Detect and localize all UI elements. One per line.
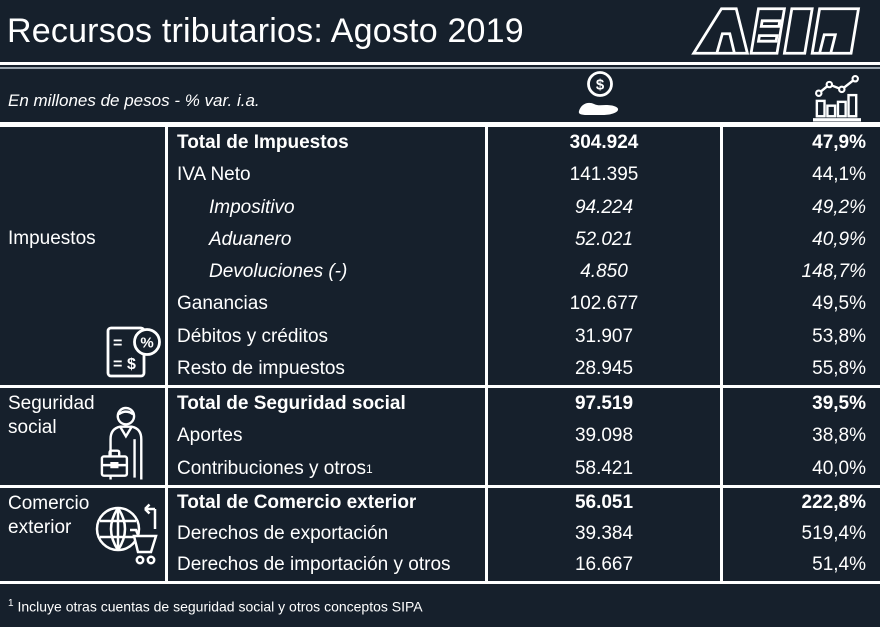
row-label: Aduanero bbox=[209, 228, 292, 250]
section-comercio-exterior: Comercio exterior bbox=[0, 487, 880, 584]
row-value: 52.021 bbox=[485, 223, 720, 256]
svg-text:=: = bbox=[113, 335, 122, 352]
row-label: Total de Impuestos bbox=[177, 132, 349, 154]
row-pct: 49,5% bbox=[720, 288, 880, 321]
row-pct: 51,4% bbox=[720, 549, 880, 581]
row-pct: 53,8% bbox=[720, 320, 880, 353]
row-value: 39.384 bbox=[485, 518, 720, 550]
row-value: 39.098 bbox=[485, 420, 720, 453]
category-label: Comercio exterior bbox=[8, 492, 90, 538]
row-label: Derechos de exportación bbox=[177, 523, 389, 545]
page-title: Recursos tributarios: Agosto 2019 bbox=[7, 11, 524, 50]
row-value: 141.395 bbox=[485, 159, 720, 192]
row-pct: 222,8% bbox=[720, 487, 880, 519]
row-label: Total de Comercio exterior bbox=[177, 492, 417, 514]
row-value: 16.667 bbox=[485, 549, 720, 581]
category-cell-comercio-exterior: Comercio exterior bbox=[0, 487, 168, 581]
table-row: Total de Comercio exterior 56.051 222,8% bbox=[168, 487, 880, 519]
table-row: Derechos de exportación 39.384 519,4% bbox=[168, 518, 880, 550]
coin-in-hand-icon: $ bbox=[574, 70, 626, 122]
row-pct: 519,4% bbox=[720, 518, 880, 550]
worker-briefcase-icon bbox=[100, 405, 148, 483]
afip-logo-icon bbox=[684, 6, 870, 56]
row-pct: 38,8% bbox=[720, 420, 880, 453]
row-label: IVA Neto bbox=[177, 164, 251, 186]
header-divider-secondary bbox=[0, 67, 880, 69]
row-label: Débitos y créditos bbox=[177, 325, 329, 347]
row-pct: 55,8% bbox=[720, 352, 880, 385]
section-impuestos: Impuestos % = = $ Total de Impuestos 304… bbox=[0, 127, 880, 388]
table-row: Total de Seguridad social 97.519 39,5% bbox=[168, 388, 880, 421]
row-value: 31.907 bbox=[485, 320, 720, 353]
subheader: En millones de pesos - % var. i.a. $ bbox=[0, 69, 880, 122]
footnote: 1 Incluye otras cuentas de seguridad soc… bbox=[0, 584, 880, 615]
row-label: Total de Seguridad social bbox=[177, 393, 406, 415]
row-value: 56.051 bbox=[485, 487, 720, 519]
table-row: Derechos de importación y otros 16.667 5… bbox=[168, 549, 880, 581]
category-label: Impuestos bbox=[8, 228, 96, 249]
row-label: Impositivo bbox=[209, 196, 295, 218]
table-row: Ganancias 102.677 49,5% bbox=[168, 288, 880, 321]
footnote-marker: 1 bbox=[8, 597, 14, 609]
table-row: Resto de impuestos 28.945 55,8% bbox=[168, 352, 880, 385]
category-label: Seguridad social bbox=[8, 393, 95, 438]
svg-text:$: $ bbox=[127, 356, 136, 373]
svg-text:%: % bbox=[140, 335, 153, 352]
svg-text:=: = bbox=[113, 356, 122, 373]
section-seguridad-social: Seguridad social Total de Seg bbox=[0, 388, 880, 488]
svg-text:$: $ bbox=[596, 77, 605, 94]
row-label: Ganancias bbox=[177, 293, 268, 315]
units-note: En millones de pesos - % var. i.a. bbox=[8, 91, 260, 110]
row-value: 4.850 bbox=[485, 256, 720, 289]
footnote-text: Incluye otras cuentas de seguridad socia… bbox=[13, 598, 423, 615]
row-value: 94.224 bbox=[485, 191, 720, 224]
row-pct: 49,2% bbox=[720, 191, 880, 224]
row-label: Contribuciones y otros 1 bbox=[177, 457, 373, 479]
table-row: Total de Impuestos 304.924 47,9% bbox=[168, 127, 880, 160]
header-divider bbox=[0, 62, 880, 65]
table-row: Contribuciones y otros 1 58.421 40,0% bbox=[168, 452, 880, 485]
globe-cart-icon bbox=[93, 499, 159, 577]
row-value: 58.421 bbox=[485, 452, 720, 485]
row-pct: 40,9% bbox=[720, 223, 880, 256]
header: Recursos tributarios: Agosto 2019 bbox=[0, 0, 880, 62]
row-pct: 44,1% bbox=[720, 159, 880, 192]
row-label: Devoluciones (-) bbox=[209, 261, 348, 283]
growth-chart-icon bbox=[812, 74, 862, 122]
row-label: Aportes bbox=[177, 425, 243, 447]
table-row: IVA Neto 141.395 44,1% bbox=[168, 159, 880, 192]
table-row: Aduanero 52.021 40,9% bbox=[168, 223, 880, 256]
row-pct: 47,9% bbox=[720, 127, 880, 160]
row-pct: 39,5% bbox=[720, 388, 880, 421]
category-cell-seguridad-social: Seguridad social bbox=[0, 388, 168, 485]
category-cell-impuestos: Impuestos % = = $ bbox=[0, 127, 168, 385]
row-label: Derechos de importación y otros bbox=[177, 554, 451, 576]
row-value: 102.677 bbox=[485, 288, 720, 321]
table-row: Devoluciones (-) 4.850 148,7% bbox=[168, 256, 880, 289]
row-value: 304.924 bbox=[485, 127, 720, 160]
row-pct: 40,0% bbox=[720, 452, 880, 485]
table-row: Impositivo 94.224 49,2% bbox=[168, 191, 880, 224]
row-pct: 148,7% bbox=[720, 256, 880, 289]
table-row: Aportes 39.098 38,8% bbox=[168, 420, 880, 453]
tax-receipt-icon: % = = $ bbox=[103, 322, 161, 380]
row-value: 97.519 bbox=[485, 388, 720, 421]
row-label: Resto de impuestos bbox=[177, 357, 345, 379]
table-row: Débitos y créditos 31.907 53,8% bbox=[168, 320, 880, 353]
table-top-border bbox=[0, 122, 880, 127]
row-value: 28.945 bbox=[485, 352, 720, 385]
